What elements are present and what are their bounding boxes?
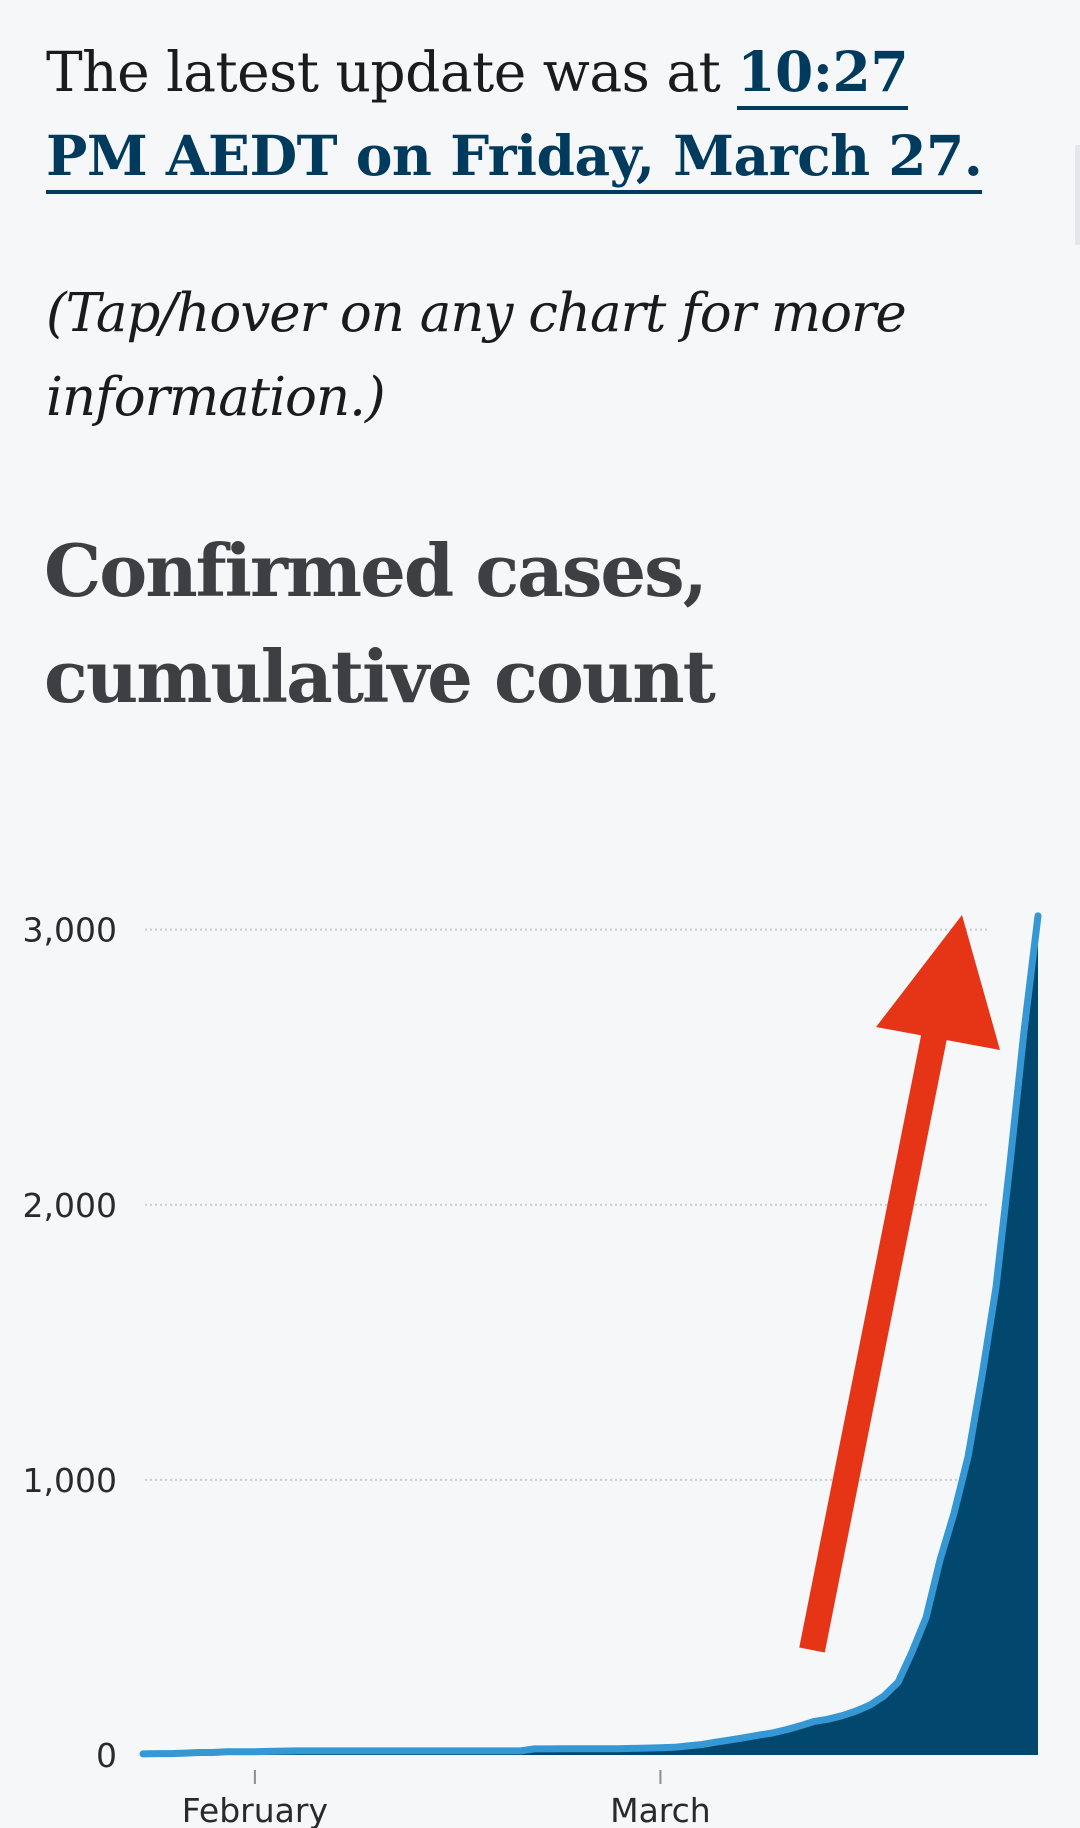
data-point	[657, 1745, 663, 1751]
data-point	[238, 1749, 244, 1755]
data-point	[588, 1746, 594, 1752]
update-notice: The latest update was at 10:27 PM AEDT o…	[46, 30, 1026, 198]
data-point	[350, 1748, 356, 1754]
data-point	[490, 1748, 496, 1754]
data-point	[308, 1748, 314, 1754]
data-point	[825, 1716, 831, 1722]
annotations	[799, 915, 1000, 1653]
data-point	[909, 1649, 915, 1655]
data-point	[1007, 1161, 1013, 1167]
data-point	[168, 1751, 174, 1757]
y-tick-label: 2,000	[23, 1186, 117, 1225]
data-point	[336, 1748, 342, 1754]
data-point	[476, 1748, 482, 1754]
chart-title: Confirmed cases, cumulative count	[44, 528, 716, 719]
update-time-link[interactable]: 10:27 PM AEDT on Friday, March 27.	[46, 39, 983, 194]
data-point	[923, 1614, 929, 1620]
x-tick-label: February	[182, 1791, 328, 1828]
data-point	[839, 1713, 845, 1719]
data-point	[420, 1748, 426, 1754]
x-tick-label: March	[610, 1791, 711, 1828]
data-point	[294, 1748, 300, 1754]
data-point	[266, 1748, 272, 1754]
data-point	[630, 1745, 636, 1751]
arrow-shaft	[799, 1029, 948, 1653]
series-line	[139, 912, 1042, 1758]
data-point	[602, 1746, 608, 1752]
data-point	[797, 1723, 803, 1729]
data-point	[1021, 1028, 1027, 1034]
data-point	[574, 1746, 580, 1752]
update-prefix: The latest update was at	[46, 40, 738, 104]
data-point	[322, 1748, 328, 1754]
data-point	[378, 1748, 384, 1754]
data-point	[364, 1748, 370, 1754]
data-point	[616, 1746, 622, 1752]
y-tick-label: 0	[96, 1736, 117, 1775]
area-series[interactable]	[139, 912, 1042, 1758]
data-point	[140, 1751, 146, 1757]
cases-area-chart[interactable]: 0 1,000 2,000 3,000 February March	[0, 800, 1080, 1828]
data-point	[154, 1751, 160, 1757]
data-point	[518, 1748, 524, 1754]
data-point	[965, 1454, 971, 1460]
data-point	[406, 1748, 412, 1754]
data-point	[280, 1748, 286, 1754]
data-point	[783, 1727, 789, 1733]
data-point	[769, 1730, 775, 1736]
data-point	[937, 1557, 943, 1563]
data-point	[462, 1748, 468, 1754]
gridlines	[145, 928, 990, 1481]
data-point	[210, 1750, 216, 1756]
data-point	[951, 1510, 957, 1516]
data-point	[895, 1679, 901, 1685]
data-point	[532, 1746, 538, 1752]
data-point	[643, 1745, 649, 1751]
data-point	[727, 1737, 733, 1743]
data-point	[853, 1708, 859, 1714]
y-tick-label: 3,000	[23, 911, 117, 950]
data-point	[546, 1746, 552, 1752]
data-point	[811, 1718, 817, 1724]
data-point	[196, 1750, 202, 1756]
data-point	[979, 1372, 985, 1378]
data-point	[685, 1743, 691, 1749]
data-point	[713, 1739, 719, 1745]
data-point	[182, 1750, 188, 1756]
data-point	[881, 1693, 887, 1699]
data-point	[224, 1749, 230, 1755]
y-tick-label: 1,000	[23, 1461, 117, 1500]
scrollbar-thumb[interactable]	[1075, 145, 1080, 245]
chart-interaction-hint: (Tap/hover on any chart for more informa…	[46, 283, 907, 428]
data-point	[252, 1749, 258, 1755]
data-point	[671, 1744, 677, 1750]
data-point	[434, 1748, 440, 1754]
data-point	[1035, 913, 1041, 919]
data-point	[741, 1735, 747, 1741]
arrow-head	[876, 915, 1000, 1050]
data-point	[504, 1748, 510, 1754]
data-point	[755, 1732, 761, 1738]
data-point	[993, 1284, 999, 1290]
data-point	[699, 1742, 705, 1748]
data-point	[867, 1702, 873, 1708]
data-point	[448, 1748, 454, 1754]
series-area	[143, 915, 1038, 1755]
axes: 0 1,000 2,000 3,000 February March	[23, 911, 711, 1828]
data-point	[392, 1748, 398, 1754]
data-point	[560, 1746, 566, 1752]
